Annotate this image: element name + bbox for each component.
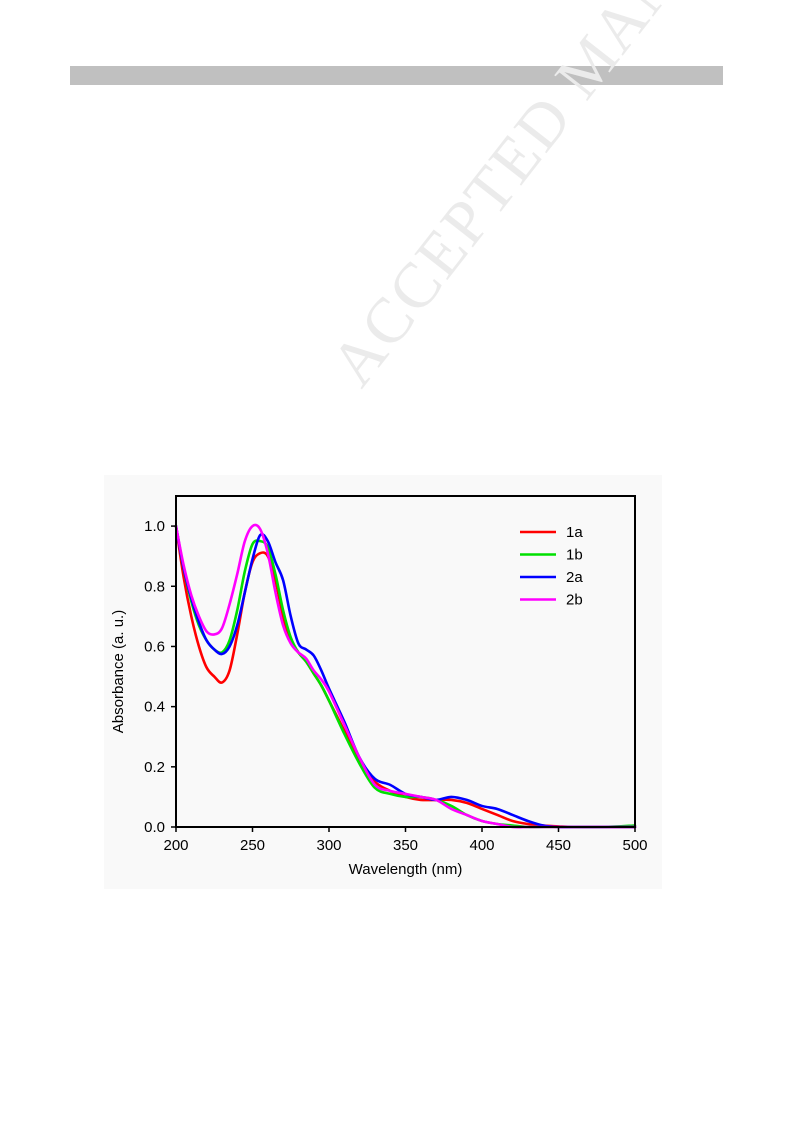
legend-label-2b: 2b xyxy=(566,592,583,609)
series-line-2a xyxy=(174,524,637,829)
header-bar xyxy=(70,66,723,85)
x-tick-label: 400 xyxy=(469,837,494,854)
y-tick-label: 0.8 xyxy=(144,578,165,595)
y-tick-label: 0.6 xyxy=(144,638,165,655)
legend-label-1b: 1b xyxy=(566,547,583,564)
x-tick-label: 200 xyxy=(163,837,188,854)
y-axis-ticks: 0.0 0.2 0.4 0.6 0.8 1.0 xyxy=(144,518,176,836)
legend: 1a 1b 2a 2b xyxy=(520,524,583,609)
legend-label-2a: 2a xyxy=(566,569,583,586)
x-tick-label: 450 xyxy=(546,837,571,854)
figure-panel: 200 250 300 350 400 450 500 0.0 0.2 0.4 0.6 0.8 1.0… xyxy=(104,475,662,889)
x-tick-label: 500 xyxy=(622,837,647,854)
y-tick-label: 0.0 xyxy=(144,819,165,836)
y-tick-label: 0.2 xyxy=(144,759,165,776)
y-tick-label: 0.4 xyxy=(144,699,165,716)
absorbance-chart: 200 250 300 350 400 450 500 0.0 0.2 0.4 0.6 0.8 1.0… xyxy=(110,495,648,878)
legend-label-1a: 1a xyxy=(566,524,583,541)
y-axis-title: Absorbance (a. u.) xyxy=(110,610,127,733)
x-tick-label: 300 xyxy=(316,837,341,854)
x-tick-label: 250 xyxy=(240,837,265,854)
x-axis-ticks: 200 250 300 350 400 450 500 xyxy=(163,827,648,854)
x-tick-label: 350 xyxy=(393,837,418,854)
x-axis-title: Wavelength (nm) xyxy=(349,861,463,878)
y-tick-label: 1.0 xyxy=(144,518,165,535)
